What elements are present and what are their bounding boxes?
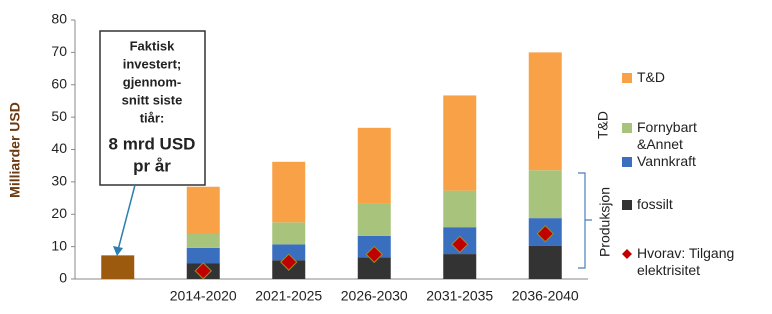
legend-label: Vannkraft xyxy=(637,153,696,169)
x-tick-label: 2021-2025 xyxy=(255,288,322,304)
side-label: Produksjon xyxy=(597,187,613,257)
annotation-text: Faktisk xyxy=(130,38,176,53)
diamond-marker xyxy=(365,245,383,264)
annotation-text: tiår: xyxy=(140,110,165,125)
bar-segment xyxy=(186,247,220,264)
y-tick-label: 30 xyxy=(51,173,67,189)
bar-segment xyxy=(357,127,391,204)
annotation-box xyxy=(99,30,206,186)
bar-segment xyxy=(186,233,220,248)
annotation-text: snitt siste xyxy=(122,92,183,107)
x-tick-label: 2026-2030 xyxy=(341,288,408,304)
bar-segment xyxy=(357,203,391,236)
annotation-text: gjennom- xyxy=(123,74,182,89)
y-tick-label: 10 xyxy=(51,237,67,253)
y-tick-label: 70 xyxy=(51,43,67,59)
y-tick-label: 20 xyxy=(51,205,67,221)
diamond-marker xyxy=(194,262,212,280)
bar-segment xyxy=(272,244,306,261)
bar-segment xyxy=(443,254,477,279)
bar-segment xyxy=(443,95,477,191)
y-tick-label: 60 xyxy=(51,75,67,91)
y-tick-label: 40 xyxy=(51,140,67,156)
bar-segment xyxy=(443,190,477,228)
arrow-head xyxy=(113,246,123,256)
annotation-highlight: pr år xyxy=(133,156,171,175)
bar-segment xyxy=(272,161,306,223)
bar-segment xyxy=(528,245,562,279)
legend-label: T&D xyxy=(637,69,665,85)
legend-label: fossilt xyxy=(637,196,673,212)
legend-swatch xyxy=(622,200,632,210)
bar-segment xyxy=(272,222,306,245)
y-axis-label: Milliarder USD xyxy=(7,102,23,198)
annotation-highlight: 8 mrd USD xyxy=(109,134,196,153)
diamond-marker xyxy=(280,253,298,271)
x-tick-label: 2031-2035 xyxy=(426,288,493,304)
diamond-marker xyxy=(536,224,554,243)
x-tick-label: 2036-2040 xyxy=(512,288,579,304)
diamond-marker xyxy=(451,235,469,254)
y-tick-label: 0 xyxy=(59,270,67,286)
bracket xyxy=(578,172,592,269)
legend-label: Hvorav: Tilgang elektrisitet xyxy=(637,245,735,278)
y-tick-label: 80 xyxy=(51,11,67,27)
legend-swatch xyxy=(622,157,632,167)
legend-swatch xyxy=(622,73,632,83)
annotation-arrow xyxy=(117,184,136,251)
legend-marker xyxy=(622,249,632,259)
bar-segment xyxy=(101,255,135,279)
legend-swatch xyxy=(622,123,632,133)
bar-segment xyxy=(528,52,562,171)
side-label: T&D xyxy=(595,111,611,139)
bar-segment xyxy=(186,186,220,234)
legend-label: Fornybart &Annet xyxy=(637,119,697,152)
bar-segment xyxy=(528,170,562,219)
x-tick-label: 2014-2020 xyxy=(170,288,237,304)
annotation-text: investert; xyxy=(123,56,182,71)
bar-segment xyxy=(357,257,391,279)
y-tick-label: 50 xyxy=(51,108,67,124)
